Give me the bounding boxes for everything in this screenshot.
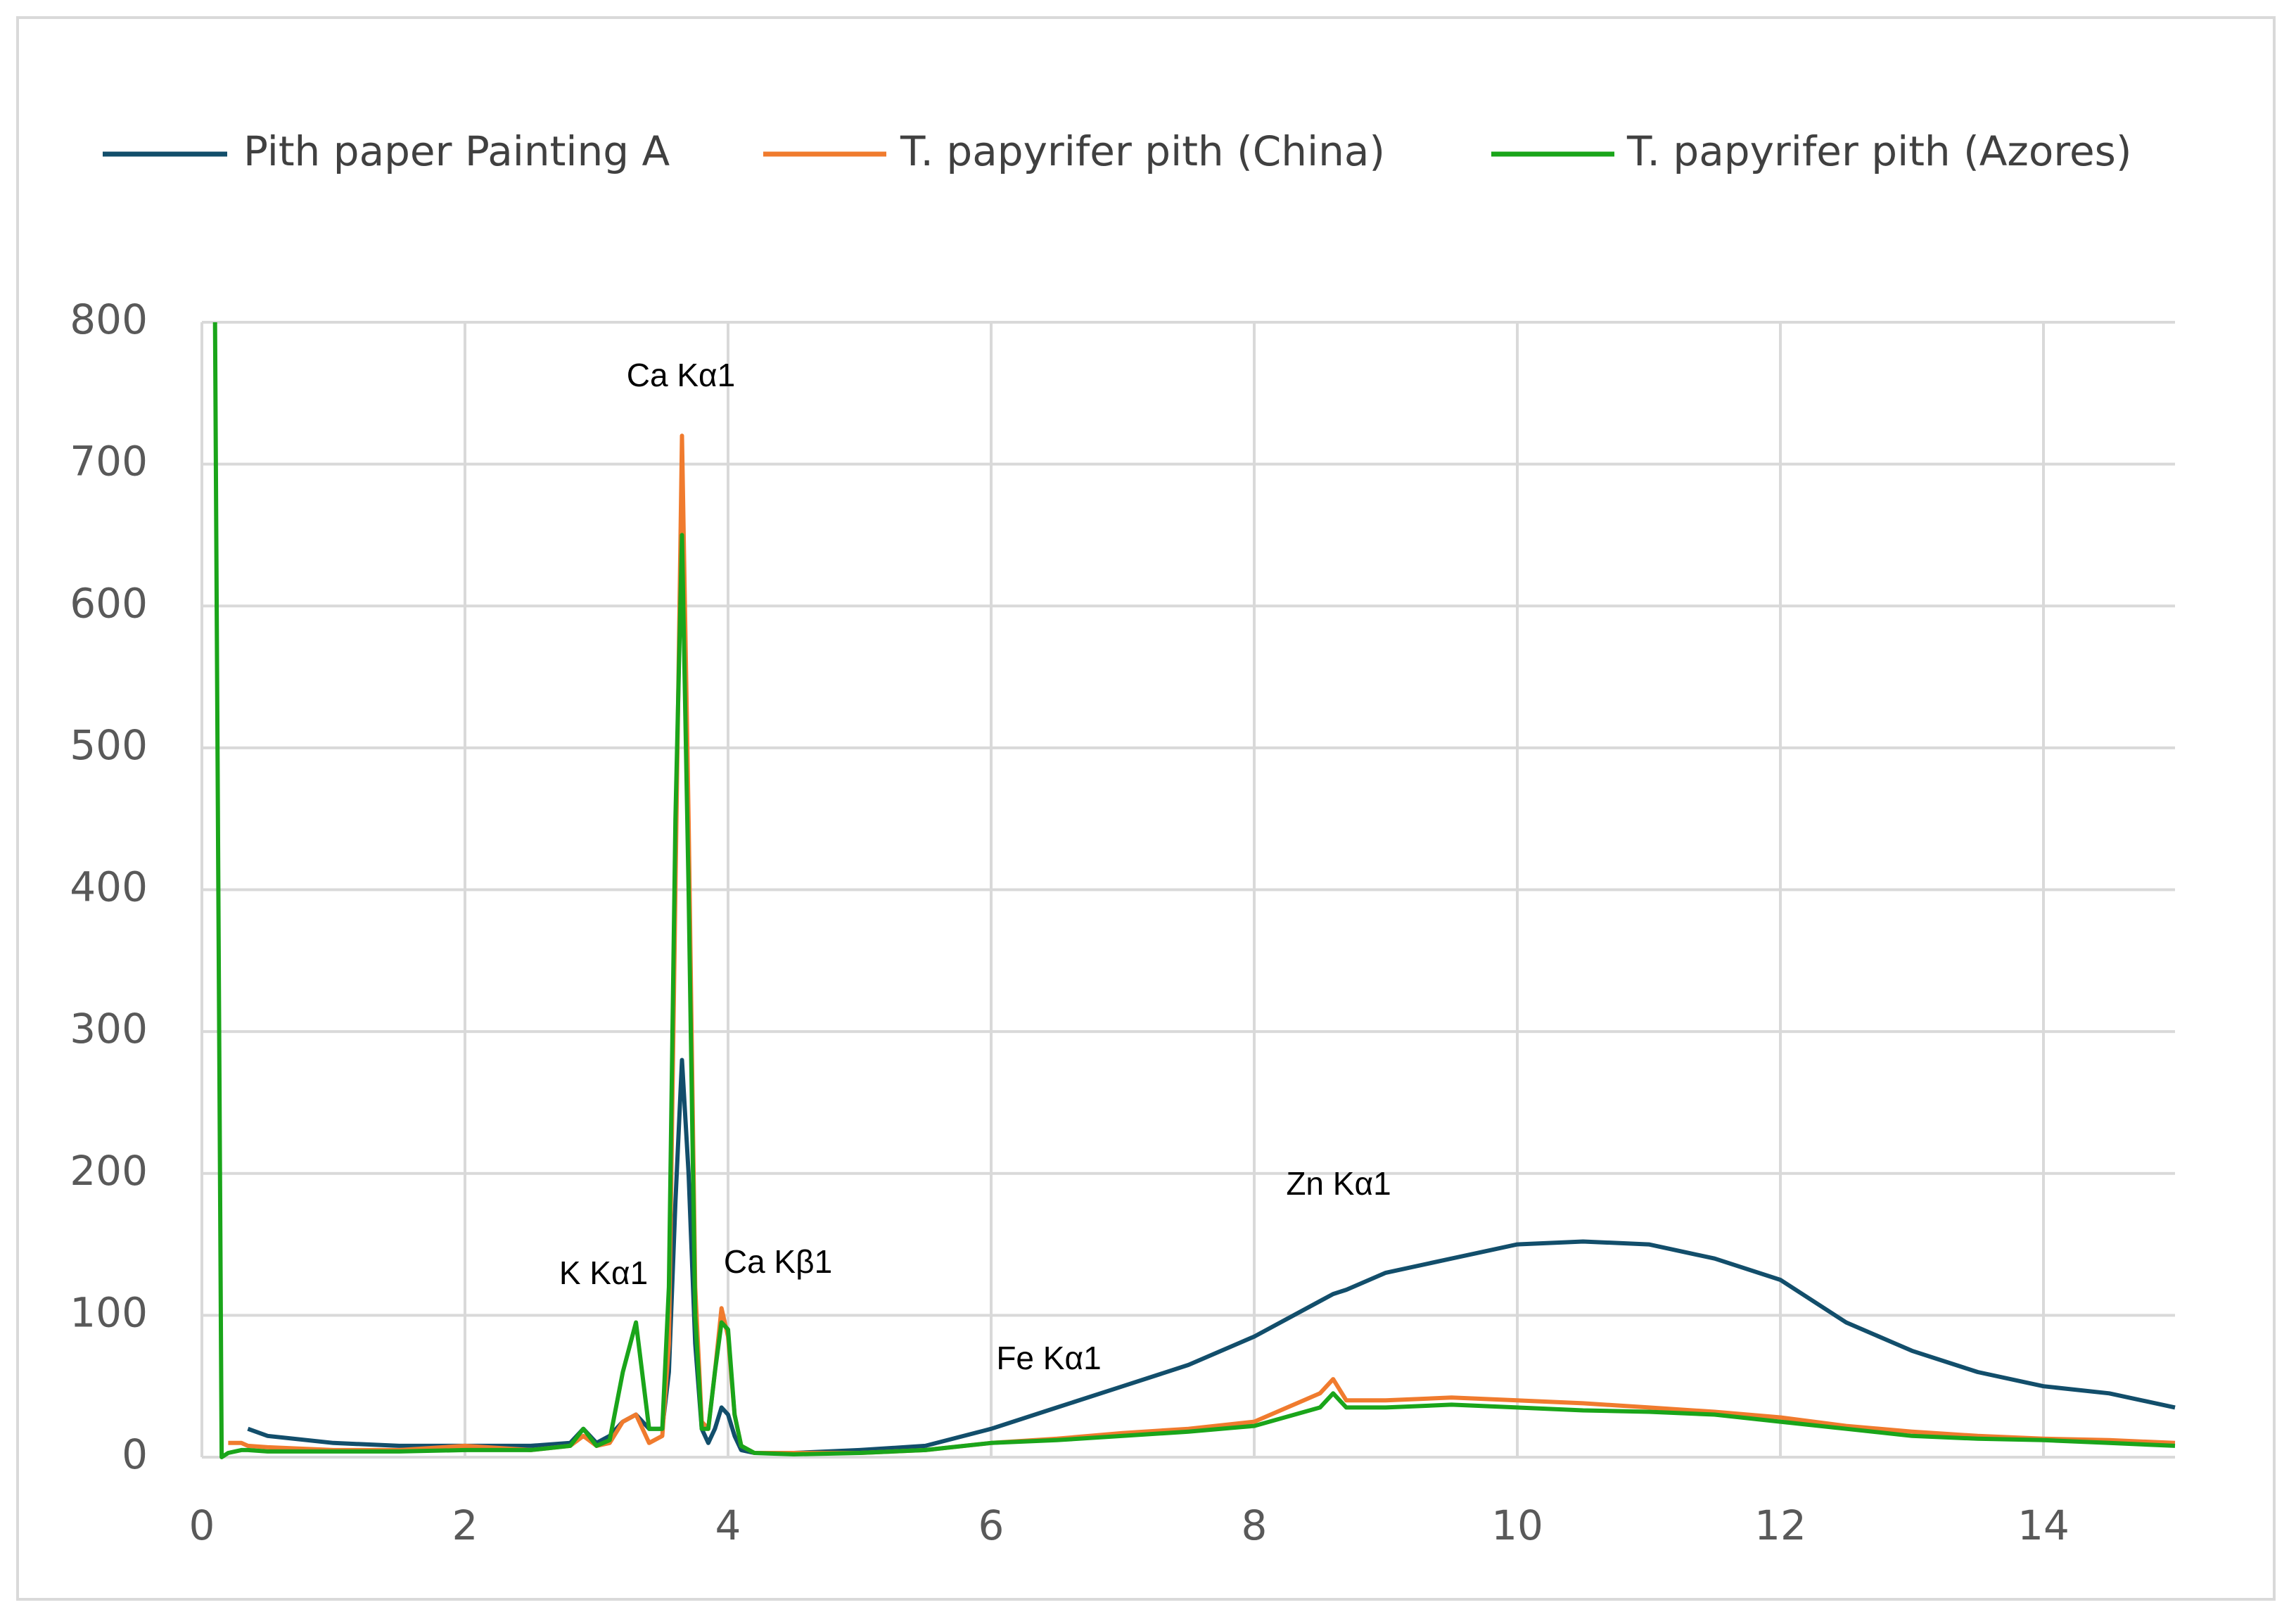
y-tick-label: 800 xyxy=(70,296,148,343)
legend-label: Pith paper Painting A xyxy=(243,127,670,175)
x-tick-label: 8 xyxy=(1242,1501,1268,1549)
x-tick-label: 2 xyxy=(452,1501,478,1549)
y-tick-label: 100 xyxy=(70,1288,148,1336)
y-tick-label: 400 xyxy=(70,863,148,911)
annotation: Ca Kβ1 xyxy=(724,1243,832,1280)
series-line xyxy=(212,322,2176,1459)
chart-border xyxy=(16,16,2276,1601)
series-line xyxy=(247,1058,2176,1455)
y-tick-label: 300 xyxy=(70,1005,148,1053)
annotation: K Kα1 xyxy=(559,1255,648,1291)
annotation: Zn Kα1 xyxy=(1286,1165,1391,1202)
annotation: Fe Kα1 xyxy=(996,1340,1101,1376)
x-tick-label: 6 xyxy=(978,1501,1005,1549)
y-tick-label: 700 xyxy=(70,438,148,485)
x-tick-label: 0 xyxy=(189,1501,215,1549)
y-tick-label: 500 xyxy=(70,721,148,769)
annotation: Ca Kα1 xyxy=(627,357,735,393)
legend-label: T. papyrifer pith (China) xyxy=(900,127,1385,175)
y-tick-label: 200 xyxy=(70,1147,148,1195)
y-tick-label: 0 xyxy=(122,1430,148,1478)
legend-label: T. papyrifer pith (Azores) xyxy=(1626,127,2131,175)
y-tick-label: 600 xyxy=(70,579,148,627)
x-tick-label: 4 xyxy=(715,1501,741,1549)
x-tick-label: 10 xyxy=(1491,1501,1543,1549)
x-tick-label: 12 xyxy=(1754,1501,1806,1549)
x-tick-label: 14 xyxy=(2017,1501,2069,1549)
